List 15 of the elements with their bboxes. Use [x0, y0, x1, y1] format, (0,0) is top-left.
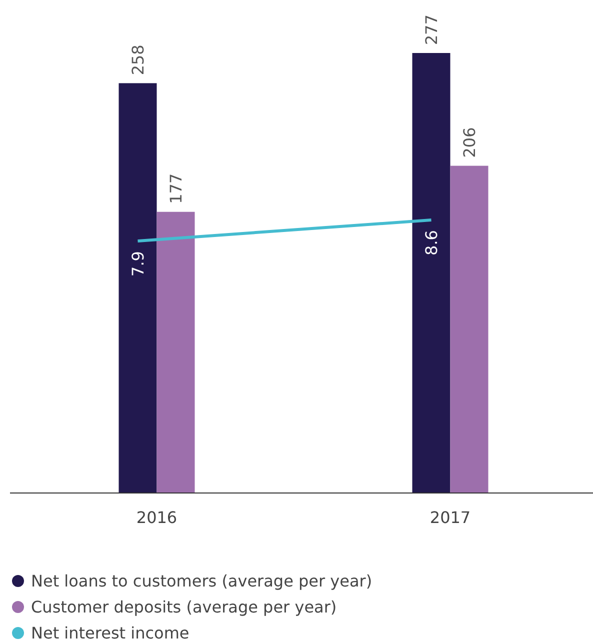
bar	[118, 83, 157, 493]
data-label: 206	[460, 127, 479, 158]
data-label: 7.9	[128, 251, 148, 276]
bar	[412, 53, 450, 493]
legend-label: Customer deposits (average per year)	[31, 598, 337, 617]
x-tick-label: 2016	[136, 508, 178, 527]
bar	[156, 212, 195, 493]
data-label: 258	[128, 44, 148, 76]
x-tick-label: 2017	[430, 508, 471, 527]
legend-label: Net interest income	[31, 624, 190, 641]
bar	[450, 166, 488, 493]
data-label: 277	[422, 14, 441, 45]
data-label: 8.6	[422, 230, 441, 256]
data-label: 177	[166, 173, 186, 204]
legend-label: Net loans to customers (average per year)	[31, 572, 372, 591]
